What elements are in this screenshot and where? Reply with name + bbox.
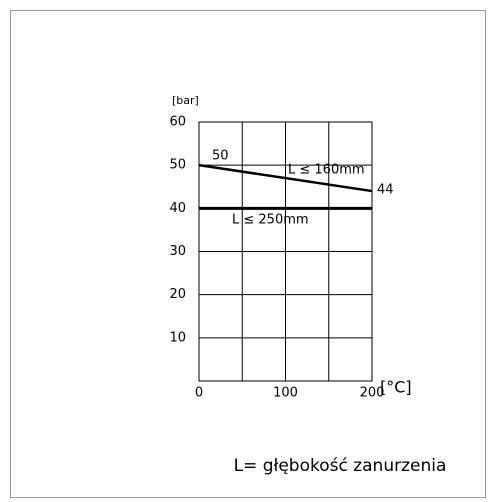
x-tick-label: 100 bbox=[273, 386, 298, 401]
y-tick-label: 40 bbox=[169, 201, 186, 216]
y-axis-label: [bar] bbox=[172, 94, 199, 107]
y-tick-label: 30 bbox=[169, 244, 186, 259]
series-label: L ≤ 250mm bbox=[232, 213, 309, 228]
y-tick-label: 10 bbox=[169, 330, 186, 345]
y-tick-label: 20 bbox=[169, 287, 186, 302]
y-tick-label: 50 bbox=[169, 158, 186, 173]
series-line bbox=[198, 163, 373, 193]
x-axis-label: [°C] bbox=[380, 378, 412, 397]
data-label: 50 bbox=[212, 149, 229, 164]
caption: L= głębokość zanurzenia bbox=[234, 456, 447, 476]
series-label: L ≤ 160mm bbox=[288, 163, 365, 178]
x-tick-label: 0 bbox=[195, 386, 203, 401]
data-label: 44 bbox=[377, 183, 394, 198]
frame bbox=[10, 10, 486, 498]
y-tick-label: 60 bbox=[169, 115, 186, 130]
x-tick-label: 200 bbox=[360, 386, 385, 401]
